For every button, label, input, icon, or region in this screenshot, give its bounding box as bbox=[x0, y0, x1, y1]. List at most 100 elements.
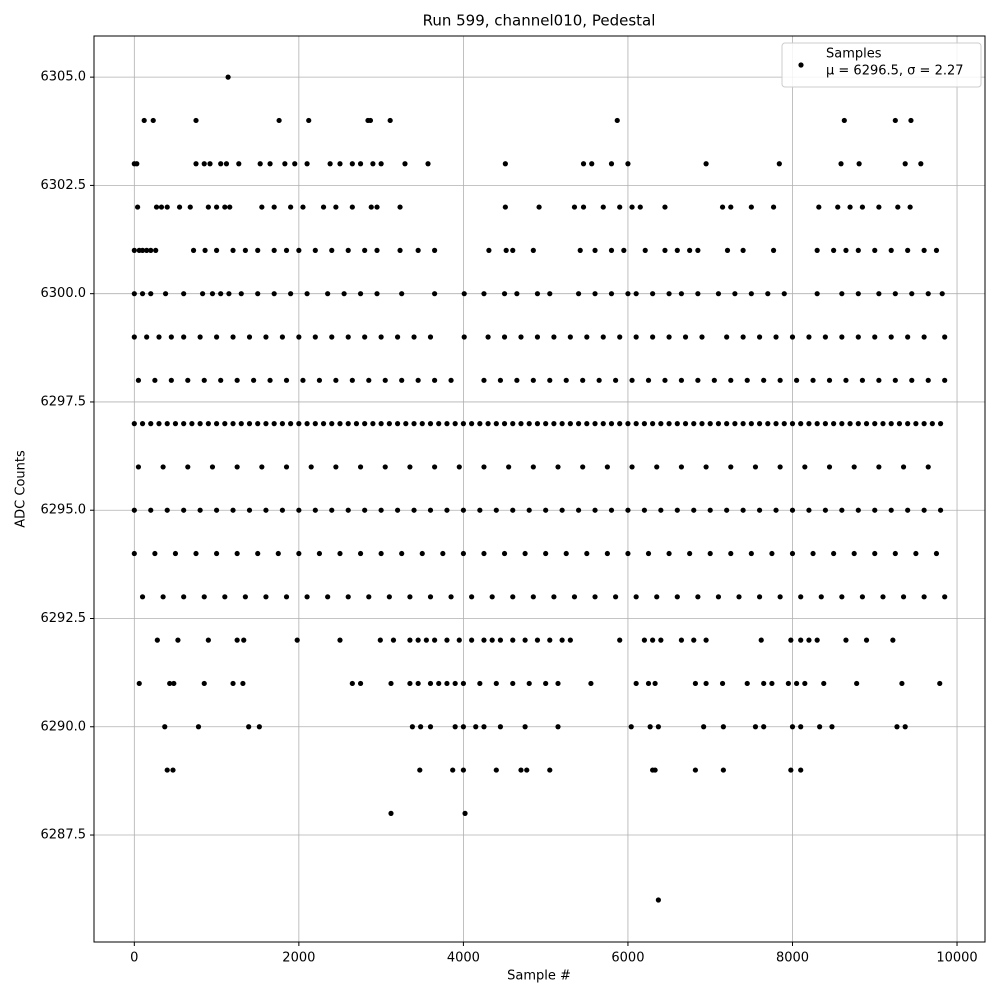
point bbox=[493, 767, 499, 773]
point bbox=[316, 550, 323, 557]
point bbox=[695, 377, 701, 383]
x-tick-label: 4000 bbox=[447, 951, 480, 966]
point bbox=[617, 421, 623, 427]
point bbox=[337, 637, 343, 643]
point bbox=[193, 117, 199, 124]
point bbox=[164, 421, 170, 427]
point bbox=[614, 117, 620, 124]
point bbox=[859, 594, 866, 600]
point bbox=[629, 377, 635, 383]
point bbox=[608, 421, 615, 427]
point bbox=[781, 291, 787, 297]
point bbox=[367, 117, 374, 124]
point bbox=[856, 161, 862, 167]
point bbox=[526, 680, 532, 687]
point bbox=[905, 247, 911, 253]
point bbox=[707, 550, 713, 557]
point bbox=[201, 680, 207, 687]
point bbox=[758, 637, 764, 643]
point bbox=[201, 377, 207, 383]
point bbox=[427, 421, 434, 427]
point bbox=[666, 334, 672, 340]
point bbox=[378, 507, 384, 513]
point bbox=[477, 680, 483, 687]
point bbox=[255, 550, 261, 557]
point bbox=[929, 421, 935, 427]
point bbox=[633, 291, 639, 297]
point bbox=[773, 421, 779, 427]
point bbox=[172, 421, 179, 427]
point bbox=[427, 507, 434, 513]
point bbox=[608, 291, 615, 297]
point bbox=[477, 421, 483, 427]
point bbox=[530, 247, 536, 253]
axes-frame bbox=[93, 35, 986, 943]
point bbox=[230, 680, 236, 687]
point bbox=[251, 377, 257, 383]
point bbox=[259, 464, 265, 470]
point bbox=[394, 334, 401, 340]
point bbox=[628, 724, 634, 730]
point bbox=[144, 334, 150, 340]
point bbox=[497, 377, 504, 383]
point bbox=[386, 421, 392, 427]
point bbox=[892, 291, 898, 297]
point bbox=[925, 291, 931, 297]
point bbox=[296, 507, 302, 513]
point bbox=[460, 421, 466, 427]
point bbox=[650, 421, 656, 427]
point bbox=[806, 507, 812, 513]
point bbox=[460, 767, 466, 773]
point bbox=[462, 810, 468, 816]
point bbox=[150, 117, 156, 124]
point bbox=[655, 724, 661, 730]
y-tick-label: 6297.5 bbox=[41, 394, 87, 409]
point bbox=[761, 724, 767, 730]
point bbox=[662, 377, 668, 383]
point bbox=[907, 204, 913, 210]
point bbox=[604, 464, 610, 470]
point bbox=[357, 550, 364, 557]
point bbox=[543, 507, 549, 513]
point bbox=[839, 594, 845, 600]
point bbox=[810, 550, 816, 557]
point bbox=[308, 464, 314, 470]
point bbox=[625, 507, 631, 513]
point bbox=[394, 421, 401, 427]
point bbox=[362, 334, 368, 340]
point bbox=[246, 724, 252, 730]
point bbox=[502, 161, 508, 167]
point bbox=[226, 291, 232, 297]
point bbox=[719, 204, 726, 210]
point bbox=[218, 377, 224, 383]
point bbox=[843, 377, 849, 383]
point bbox=[839, 421, 845, 427]
point bbox=[304, 421, 310, 427]
point bbox=[534, 421, 541, 427]
point bbox=[296, 421, 302, 427]
point bbox=[588, 680, 594, 687]
point bbox=[230, 507, 236, 513]
point bbox=[135, 464, 142, 470]
point bbox=[213, 550, 220, 557]
point bbox=[131, 291, 137, 297]
point bbox=[913, 550, 919, 557]
point bbox=[855, 334, 861, 340]
point bbox=[283, 464, 290, 470]
point bbox=[345, 247, 351, 253]
point bbox=[921, 507, 927, 513]
point bbox=[409, 724, 415, 730]
point bbox=[450, 767, 456, 773]
point bbox=[139, 421, 146, 427]
point bbox=[223, 161, 230, 167]
point bbox=[526, 421, 532, 427]
point bbox=[153, 204, 160, 210]
point bbox=[510, 680, 516, 687]
point bbox=[397, 247, 403, 253]
point bbox=[925, 377, 931, 383]
point bbox=[678, 464, 685, 470]
point bbox=[547, 291, 553, 297]
point bbox=[617, 204, 623, 210]
x-tick-label: 10000 bbox=[936, 951, 977, 966]
point bbox=[798, 637, 804, 643]
